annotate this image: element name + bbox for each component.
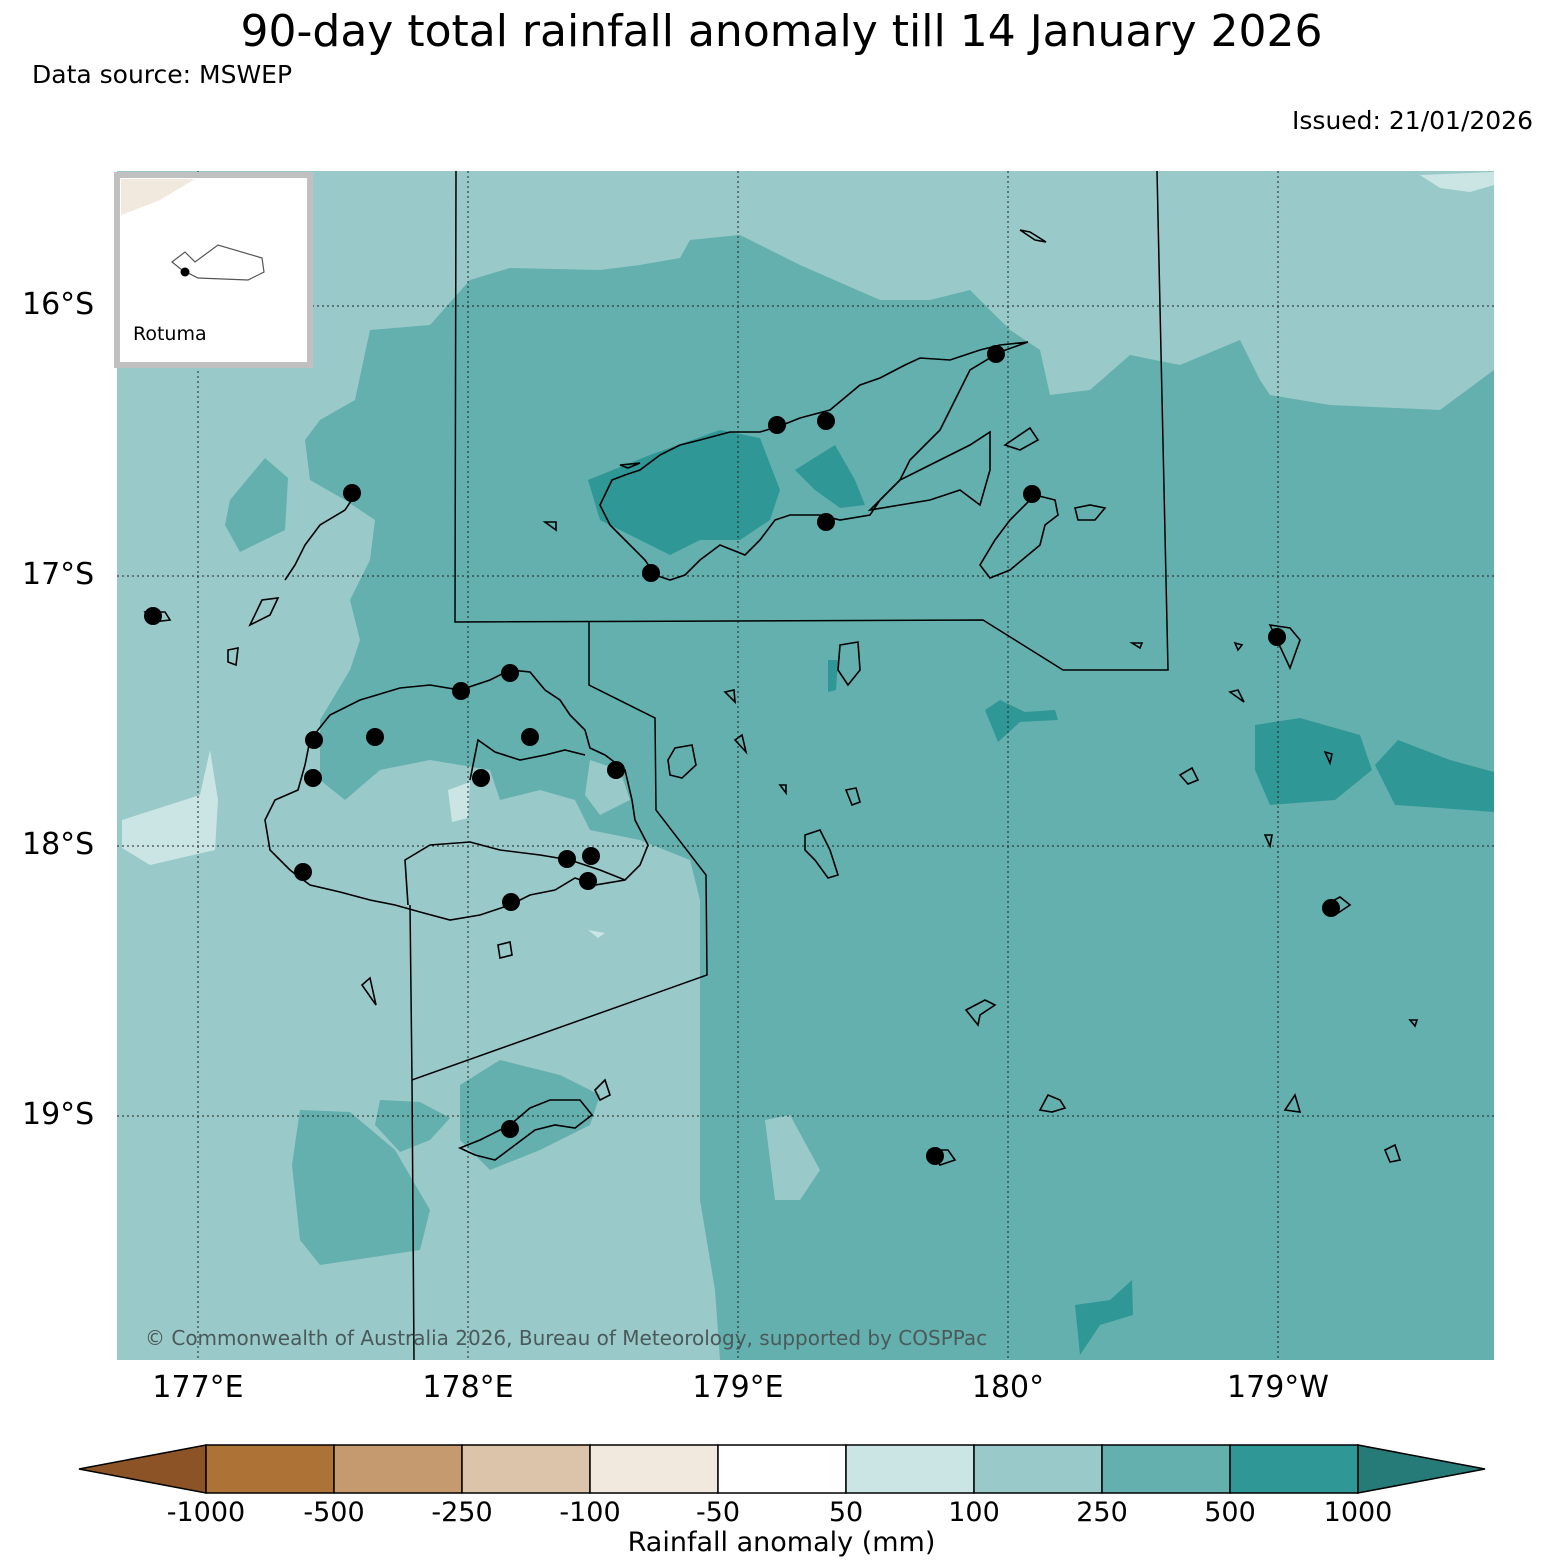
rotuma-label: Rotuma — [133, 323, 207, 345]
station-markers — [144, 345, 1340, 1165]
vanua-levu-outline — [599, 341, 1029, 581]
colorbar-bin — [973, 1444, 1103, 1494]
station-marker — [582, 847, 600, 865]
rotuma-inset — [114, 172, 313, 368]
colorbar-tick: -1000 — [166, 1497, 246, 1528]
colorbar-tick: 100 — [948, 1497, 1000, 1528]
anomaly-region-500-1000 — [985, 700, 1058, 742]
colorbar-bin — [205, 1444, 335, 1494]
station-marker — [501, 664, 519, 682]
lat-label-18s: 18°S — [22, 827, 95, 862]
colorbar-extend-low — [78, 1444, 207, 1494]
lon-label-178e: 178°E — [422, 1370, 514, 1405]
colorbar-tick: -100 — [559, 1497, 621, 1528]
station-marker — [579, 872, 597, 890]
anomaly-region-250-500 — [460, 1060, 600, 1170]
colorbar — [78, 1444, 1486, 1494]
anomaly-region-50-100 — [588, 930, 605, 938]
station-marker — [472, 769, 490, 787]
colorbar-tick: -50 — [695, 1497, 741, 1528]
station-marker — [817, 412, 835, 430]
station-marker — [987, 345, 1005, 363]
station-marker — [558, 850, 576, 868]
station-marker — [642, 564, 660, 582]
anomaly-region-250-500 — [225, 458, 288, 552]
colorbar-tick: 500 — [1204, 1497, 1256, 1528]
lon-label-179w: 179°W — [1227, 1370, 1329, 1405]
anomaly-region-500-1000 — [1375, 740, 1494, 812]
colorbar-extend-high — [1357, 1444, 1486, 1494]
lat-label-19s: 19°S — [22, 1097, 95, 1132]
colorbar-bin — [1229, 1444, 1359, 1494]
station-marker — [305, 731, 323, 749]
colorbar-tick: 50 — [828, 1497, 864, 1528]
taveuni-outline — [979, 494, 1059, 579]
anomaly-region-500-1000 — [588, 430, 780, 555]
lon-label-179e: 179°E — [692, 1370, 784, 1405]
lon-label-180: 180° — [971, 1370, 1045, 1405]
lat-label-16s: 16°S — [22, 287, 95, 322]
colorbar-bin — [589, 1444, 719, 1494]
station-marker — [294, 863, 312, 881]
station-marker — [343, 484, 361, 502]
anomaly-region-500-1000 — [1075, 1280, 1133, 1355]
station-marker — [607, 761, 625, 779]
station-marker — [1322, 899, 1340, 917]
issued-date: Issued: 21/01/2026 — [1292, 106, 1533, 135]
colorbar-tick: 250 — [1076, 1497, 1128, 1528]
anomaly-region-50-100 — [1420, 172, 1494, 192]
yasawa-outline — [284, 494, 356, 581]
map-title: 90-day total rainfall anomaly till 14 Ja… — [240, 6, 1323, 57]
station-marker — [304, 769, 322, 787]
colorbar-bin — [461, 1444, 591, 1494]
colorbar-title: Rainfall anomaly (mm) — [627, 1527, 936, 1558]
colorbar-bin — [845, 1444, 975, 1494]
colorbar-tick: -250 — [431, 1497, 493, 1528]
graticule — [117, 171, 1494, 1360]
station-marker — [144, 607, 162, 625]
anomaly-region-500-1000 — [795, 445, 865, 508]
colorbar-bin — [1101, 1444, 1231, 1494]
station-marker — [817, 513, 835, 531]
anomaly-region-100-250 — [765, 1115, 820, 1200]
station-marker — [501, 1120, 519, 1138]
station-marker — [926, 1147, 944, 1165]
anomaly-region-50-100 — [448, 782, 470, 822]
colorbar-tick: 1000 — [1323, 1497, 1393, 1528]
station-marker — [768, 416, 786, 434]
colorbar-bin — [333, 1444, 463, 1494]
station-marker — [1268, 628, 1286, 646]
anomaly-region-50-100 — [122, 750, 218, 865]
lon-label-177e: 177°E — [152, 1370, 244, 1405]
lat-label-17s: 17°S — [22, 557, 95, 592]
station-marker — [1023, 485, 1041, 503]
station-marker — [452, 682, 470, 700]
station-marker — [521, 728, 539, 746]
station-marker — [502, 893, 520, 911]
colorbar-bin — [717, 1444, 847, 1494]
anomaly-region-500-1000 — [828, 660, 838, 692]
station-marker — [366, 728, 384, 746]
copyright-notice: © Commonwealth of Australia 2026, Bureau… — [145, 1326, 988, 1350]
data-source: Data source: MSWEP — [32, 60, 293, 89]
division-boundaries — [409, 170, 1169, 1361]
anomaly-region-250-500 — [292, 1110, 430, 1265]
colorbar-tick: -500 — [303, 1497, 365, 1528]
anomaly-region-500-1000 — [1255, 718, 1372, 805]
